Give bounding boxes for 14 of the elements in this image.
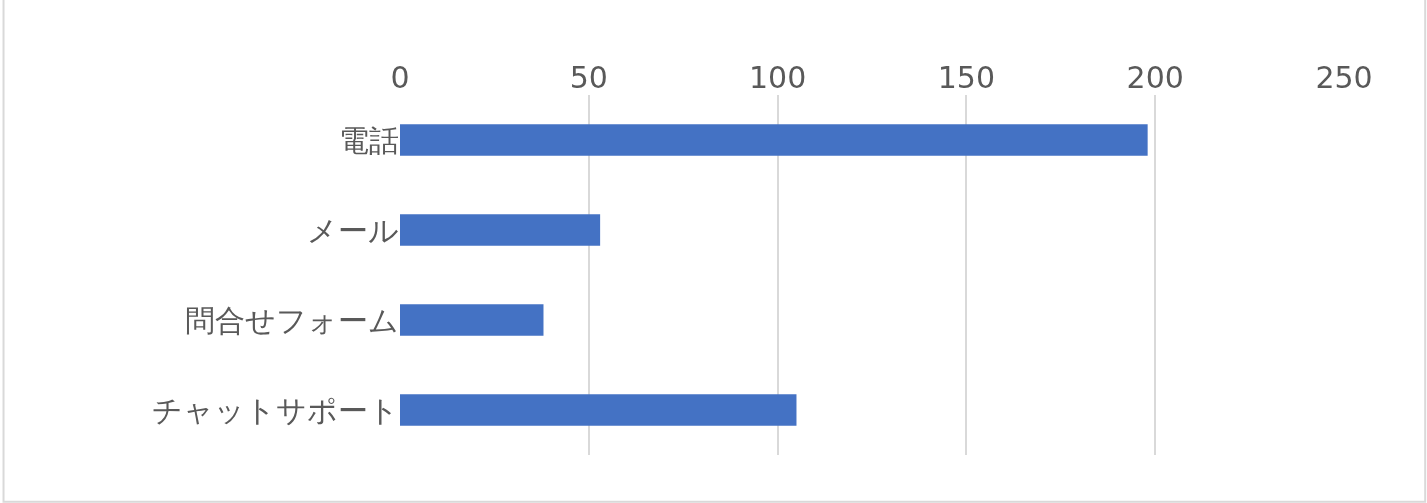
x-tick-label: 100	[748, 60, 807, 95]
x-tick-label: 0	[390, 60, 410, 95]
bar	[400, 394, 797, 426]
y-tick-label: メール	[307, 212, 399, 248]
y-tick-label: チャットサポート	[152, 392, 399, 428]
x-tick-label: 200	[1126, 60, 1184, 95]
x-tick-label: 250	[1315, 60, 1373, 95]
bar	[400, 124, 1148, 156]
bar	[400, 214, 601, 246]
y-tick-label: 問合せフォーム	[185, 302, 399, 338]
x-tick-label: 50	[569, 60, 608, 95]
x-tick-label: 150	[937, 60, 996, 95]
bar	[400, 304, 544, 336]
y-tick-label: 電話	[339, 122, 399, 158]
